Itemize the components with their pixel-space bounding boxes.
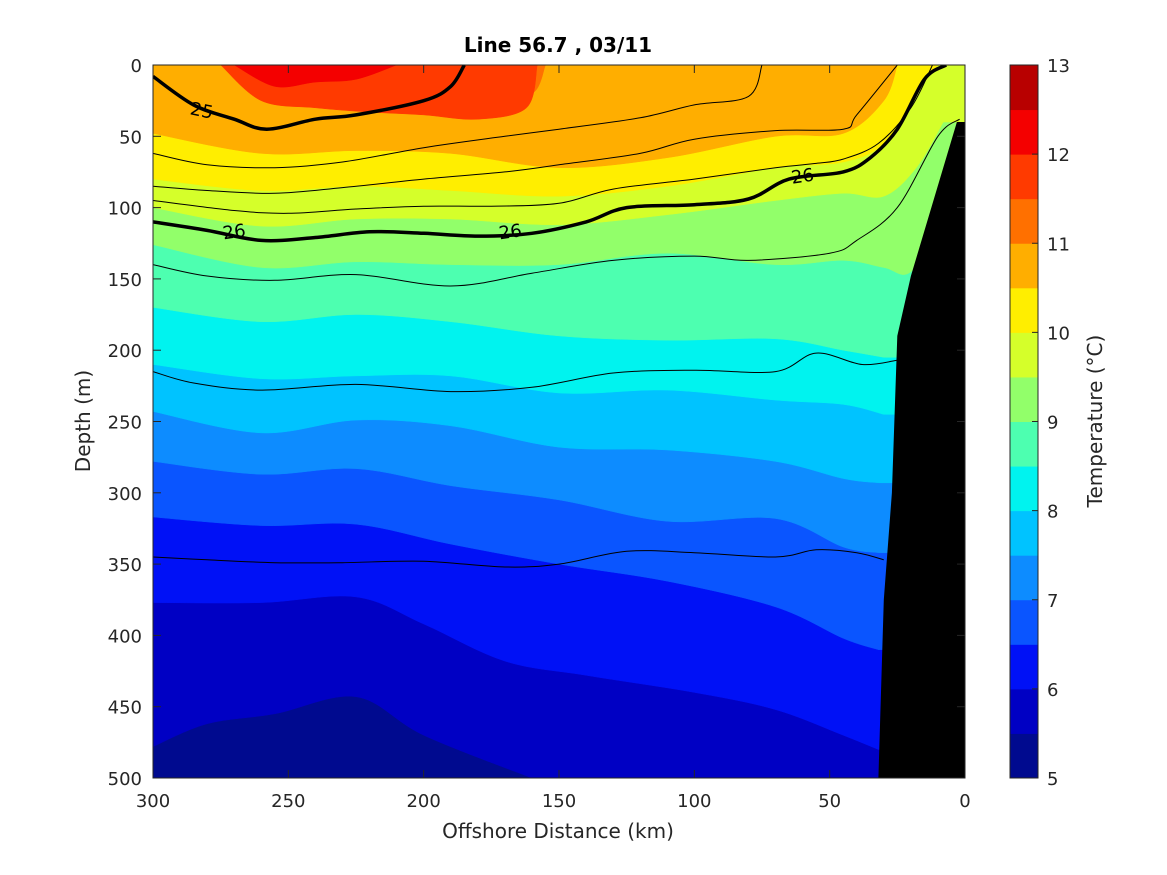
thick-contour-line xyxy=(153,65,466,131)
colorbar-tick-label: 13 xyxy=(1047,56,1070,77)
colorbar-tick-label: 5 xyxy=(1047,769,1058,790)
colorbar-block xyxy=(1010,688,1038,734)
land-mask-shape xyxy=(878,122,965,778)
land-mask xyxy=(878,122,965,778)
x-tick-label: 50 xyxy=(818,791,841,812)
y-tick-label: 0 xyxy=(131,56,142,77)
y-tick-label: 450 xyxy=(108,698,142,719)
colorbar-blocks xyxy=(1010,65,1038,779)
y-tick-label: 350 xyxy=(108,555,142,576)
contour-labels: 25 26 26 26 xyxy=(188,98,816,244)
y-tick-label: 400 xyxy=(108,626,142,647)
x-axis: 300 250 200 150 100 50 0 xyxy=(136,65,971,812)
thin-contour-line xyxy=(153,549,884,568)
thin-contour-line xyxy=(153,118,960,287)
y-tick-label: 50 xyxy=(119,127,142,148)
thick-density-contours xyxy=(153,65,948,243)
x-tick-label: 0 xyxy=(959,791,970,812)
y-tick-label: 150 xyxy=(108,270,142,291)
thin-density-contours xyxy=(153,65,960,568)
colorbar-tick-label: 9 xyxy=(1047,413,1058,434)
colorbar-tick-label: 7 xyxy=(1047,591,1058,612)
contour-label: 26 xyxy=(790,165,816,189)
contour-label: 26 xyxy=(221,220,247,244)
contour-label: 26 xyxy=(498,220,524,244)
colorbar-block xyxy=(1010,555,1038,601)
colorbar-tick-label: 8 xyxy=(1047,502,1058,523)
colorbar-tick-label: 12 xyxy=(1047,145,1070,166)
colorbar-block xyxy=(1010,65,1038,111)
colorbar-block xyxy=(1010,243,1038,289)
band-fill xyxy=(234,65,397,88)
colorbar-block xyxy=(1010,733,1038,779)
y-tick-label: 500 xyxy=(108,769,142,790)
colorbar-block xyxy=(1010,109,1038,155)
x-tick-label: 100 xyxy=(677,791,711,812)
chart-title: Line 56.7 , 03/11 xyxy=(464,33,652,57)
x-axis-label: Offshore Distance (km) xyxy=(442,819,674,843)
colorbar: 5 6 7 8 9 10 11 12 13 xyxy=(1009,56,1070,790)
colorbar-block xyxy=(1010,198,1038,244)
y-tick-label: 300 xyxy=(108,484,142,505)
contour-label: 25 xyxy=(188,98,215,123)
x-tick-label: 200 xyxy=(406,791,440,812)
colorbar-label: Temperature (°C) xyxy=(1083,335,1107,509)
colorbar-block xyxy=(1010,644,1038,690)
colorbar-block xyxy=(1010,154,1038,200)
x-tick-label: 300 xyxy=(136,791,170,812)
colorbar-tick-label: 10 xyxy=(1047,323,1070,344)
colorbar-tick-label: 11 xyxy=(1047,234,1070,255)
colorbar-block xyxy=(1010,421,1038,467)
colorbar-block xyxy=(1010,332,1038,378)
y-tick-label: 250 xyxy=(108,413,142,434)
colorbar-ticks: 5 6 7 8 9 10 11 12 13 xyxy=(1032,56,1070,790)
y-axis-label: Depth (m) xyxy=(71,370,95,472)
colorbar-block xyxy=(1010,376,1038,422)
x-tick-label: 250 xyxy=(271,791,305,812)
colorbar-block xyxy=(1010,510,1038,556)
thin-contour-line xyxy=(153,65,763,169)
colorbar-block xyxy=(1010,466,1038,512)
colorbar-tick-label: 6 xyxy=(1047,680,1058,701)
thick-contour-line xyxy=(153,65,948,243)
thin-contour-line xyxy=(153,65,898,194)
y-tick-label: 100 xyxy=(108,199,142,220)
thin-contour-line xyxy=(153,352,898,393)
plot-area: 25 26 26 26 xyxy=(153,65,965,778)
x-tick-label: 150 xyxy=(542,791,576,812)
thin-contour-line xyxy=(153,65,933,214)
colorbar-block xyxy=(1010,599,1038,645)
y-axis: 0 50 100 150 200 250 300 350 400 450 500 xyxy=(108,56,965,790)
y-tick-label: 200 xyxy=(108,341,142,362)
colorbar-block xyxy=(1010,287,1038,333)
